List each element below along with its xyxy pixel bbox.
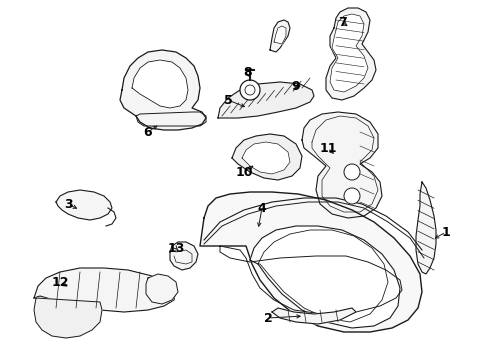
Polygon shape [242, 142, 290, 174]
Text: 12: 12 [51, 275, 69, 288]
Text: 5: 5 [223, 94, 232, 107]
Text: 7: 7 [338, 15, 346, 28]
Polygon shape [34, 298, 102, 338]
Polygon shape [270, 20, 290, 52]
Text: 1: 1 [441, 225, 450, 238]
Circle shape [344, 164, 360, 180]
Text: 2: 2 [264, 311, 272, 324]
Polygon shape [170, 242, 198, 270]
Text: 8: 8 [244, 66, 252, 78]
Text: 3: 3 [64, 198, 73, 211]
Polygon shape [120, 50, 206, 130]
Text: 4: 4 [258, 202, 267, 215]
Polygon shape [416, 182, 436, 274]
Polygon shape [272, 308, 356, 324]
Polygon shape [200, 192, 422, 332]
Text: 9: 9 [292, 80, 300, 93]
Polygon shape [56, 190, 112, 220]
Polygon shape [326, 8, 376, 100]
Polygon shape [330, 14, 368, 92]
Polygon shape [218, 82, 314, 118]
Text: 10: 10 [235, 166, 253, 179]
Polygon shape [302, 112, 382, 218]
Circle shape [344, 188, 360, 204]
Polygon shape [136, 112, 206, 126]
Polygon shape [146, 274, 178, 304]
Polygon shape [132, 60, 188, 108]
Polygon shape [250, 226, 400, 328]
Polygon shape [232, 134, 302, 180]
Text: 13: 13 [167, 242, 185, 255]
Circle shape [240, 80, 260, 100]
Text: 11: 11 [319, 141, 337, 154]
Polygon shape [274, 26, 286, 44]
Polygon shape [34, 268, 176, 312]
Text: 6: 6 [144, 126, 152, 139]
